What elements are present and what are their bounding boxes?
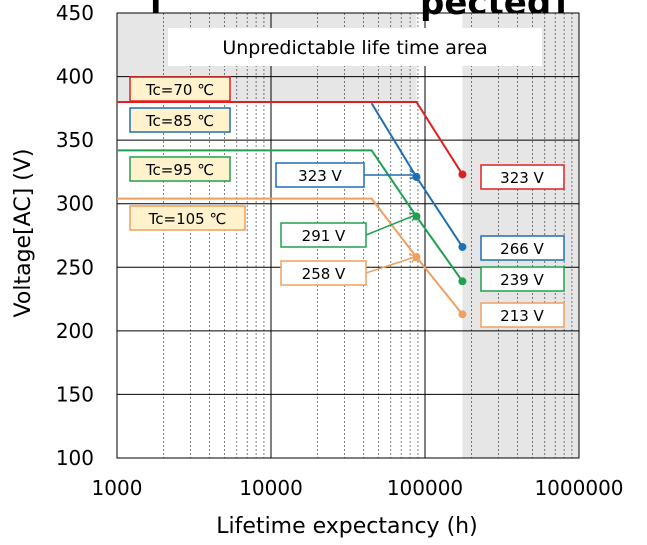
y-tick-label: 400: [56, 65, 94, 89]
callout-arrow-head: [408, 212, 420, 222]
legend-box: [129, 156, 231, 182]
x-tick-label: 100000: [387, 476, 463, 500]
callout-arrow-line: [365, 213, 419, 236]
x-axis-label: Lifetime expectancy (h): [216, 514, 477, 539]
end-value-label: 266 V: [500, 240, 544, 258]
legend-box: [129, 76, 231, 102]
callout-arrow-line: [365, 255, 419, 274]
y-tick-label: 100: [56, 446, 94, 470]
callout-label: 258 V: [302, 265, 346, 283]
end-value-box: [480, 235, 565, 261]
x-tick-label: 1000: [92, 476, 143, 500]
end-value-label: 239 V: [500, 271, 544, 289]
legend-box: [129, 205, 246, 231]
series-line: [117, 197, 464, 315]
series-line: [117, 149, 464, 282]
callout-label: 323 V: [298, 167, 342, 185]
unpredictable-area-box: [168, 28, 542, 66]
x-tick-label: 1000000: [534, 476, 623, 500]
y-tick-label: 300: [56, 192, 94, 216]
callout-arrow-head: [409, 170, 420, 180]
end-value-box: [480, 164, 565, 190]
x-tick-label: 10000: [239, 476, 303, 500]
series-end-point: [458, 310, 467, 319]
y-tick-label: 350: [56, 128, 94, 152]
y-tick-label: 150: [56, 382, 94, 406]
plot-frame: [116, 12, 580, 459]
series-end-point: [458, 242, 467, 251]
legend-label: Tc=105 ℃: [148, 210, 227, 228]
unpredictable-area-label: Unpredictable life time area: [222, 37, 487, 59]
series-line: [117, 101, 464, 176]
legend-label: Tc=95 ℃: [145, 161, 214, 179]
legend-label: Tc=85 ℃: [145, 112, 214, 130]
callout-box: [275, 162, 365, 188]
callout-box: [280, 222, 367, 248]
series-end-point: [458, 170, 467, 179]
y-tick-label: 200: [56, 319, 94, 343]
series-end-point: [458, 277, 467, 286]
callout-arrow-head: [408, 253, 420, 263]
legend-label: Tc=70 ℃: [145, 81, 214, 99]
end-value-label: 213 V: [500, 307, 544, 325]
callout-label: 291 V: [302, 227, 346, 245]
end-value-box: [480, 266, 565, 292]
y-tick-label: 450: [56, 1, 94, 25]
y-axis-label: Voltage[AC] (V): [11, 149, 36, 318]
legend-box: [129, 107, 231, 133]
end-value-box: [480, 302, 565, 328]
plot-area: Unpredictable life time area 100 150 200 250…: [56, 1, 624, 500]
end-value-label: 323 V: [500, 169, 544, 187]
y-tick-label: 250: [56, 255, 94, 279]
